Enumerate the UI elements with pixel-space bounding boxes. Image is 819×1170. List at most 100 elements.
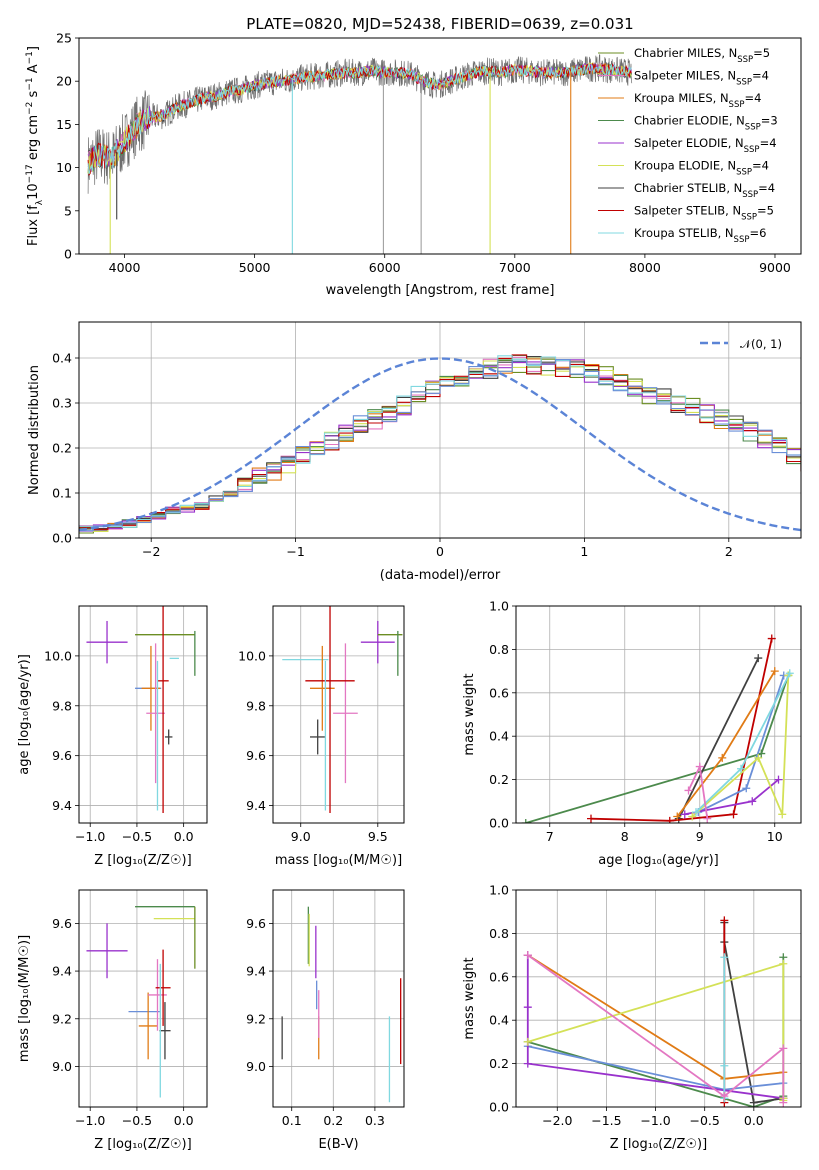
residuals-xlabel: (data-model)/error [380,568,501,583]
y-tick-label: 1.0 [489,883,509,898]
age_vs_mass-grid [273,606,404,823]
x-tick-label: 9 [696,829,704,844]
errorbar-point [159,1002,171,1060]
mass_vs_EBV-frame [272,889,405,1108]
weight_vs_Z-frame [515,889,802,1108]
x-tick-label: −1.0 [640,1113,670,1128]
errorbar-point [333,643,358,784]
weight-line [526,955,784,1100]
weight_vs_age-panel: 7 8 9 10 0.0 0.2 0.4 0.6 0.8 1.0 age [log₁₀(age/yr… [462,599,802,868]
y-tick-label: 0.0 [489,1100,509,1115]
weight-series [684,762,712,823]
weight-marker [680,810,689,819]
x-tick-label: −1 [286,544,304,559]
x-tick-label: −0.5 [122,1113,152,1128]
histogram-step [79,359,801,532]
weight_vs_age-frame [515,605,802,824]
weight_vs_Z-ylabel: mass weight [462,957,477,1039]
weight-marker [779,1044,788,1053]
y-tick-label: 0.4 [489,729,509,744]
weight-marker [774,775,783,784]
weight-series [587,634,776,823]
y-tick-label: 10 [56,160,72,175]
y-tick-label: 0.6 [489,685,509,700]
y-tick-label: 0.3 [52,396,72,411]
model-spectrum [87,63,632,174]
age_vs_mass-panel: 9.0 9.5 9.4 9.6 9.8 10.0 mass [log₁₀(M/M☉)] [238,605,405,868]
x-tick-label: 1 [580,544,588,559]
x-tick-label: −1.0 [75,1113,105,1128]
age_vs_mass-frame [272,605,405,824]
spectrum-lines [87,54,633,254]
weight-marker [587,814,595,823]
legend-label: Chabrier MILES, NSSP=5 [634,46,770,65]
mass_vs_EBV-xlabel: E(B-V) [318,1137,358,1152]
x-tick-label: 5000 [239,260,271,275]
legend-label: 𝒩(0, 1) [740,337,782,351]
weight-marker [523,1059,532,1068]
x-tick-label: −2.0 [542,1113,572,1128]
weight_vs_Z-ticks: −2.0 −1.5 −1.0 −0.5 0.0 0.0 0.2 0.4 0.6 0.8 1.0 [489,883,764,1129]
legend-label: Salpeter ELODIE, NSSP=4 [634,136,777,155]
y-tick-label: 1.0 [489,599,509,614]
y-tick-label: 0.8 [489,926,509,941]
x-tick-label: 7000 [499,260,531,275]
weight-marker [737,764,745,773]
x-tick-label: 7 [546,829,554,844]
legend-label: Kroupa STELIB, NSSP=6 [634,226,766,245]
histogram-step [79,359,801,532]
weight_vs_age-grid [516,605,801,824]
weight-line [697,675,785,813]
mass_vs_EBV-points [281,906,402,1103]
model-spectrum [87,62,632,176]
y-tick-label: 0.0 [52,531,72,546]
weight-line [527,954,785,1103]
weight-marker [695,762,704,771]
x-tick-label: 0.1 [282,1113,302,1128]
y-tick-label: 5 [64,203,72,218]
mass_vs_Z-ticks: −1.0 −0.5 0.0 9.0 9.2 9.4 9.6 [52,916,194,1128]
age_vs_Z-panel: −1.0 −0.5 0.0 9.4 9.6 9.8 10.0 Z [log₁₀(Z/Z☉)] a… [17,605,208,868]
histogram-step [79,356,801,530]
errorbar-point [309,645,335,731]
mass_vs_Z-ylabel: mass [log₁₀(M/M☉)] [17,935,32,1062]
weight_vs_age-xlabel: age [log₁₀(age/yr)] [598,853,719,868]
y-tick-label: 9.0 [52,1059,72,1074]
age_vs_Z-points [86,606,196,814]
x-tick-label: −2 [142,544,160,559]
age_vs_Z-ylabel: age [log₁₀(age/yr)] [17,654,32,775]
weight-marker [673,812,682,821]
weight-series [673,667,779,821]
y-tick-label: 9.8 [52,698,72,713]
weight-marker [754,654,763,663]
weight-marker [688,812,697,821]
residuals-panel: −2 −1 0 1 2 0.0 0.1 0.2 0.3 0.4 (data-model)/error… [27,321,802,583]
y-tick-label: 25 [56,31,72,46]
weight-marker [742,784,751,793]
y-tick-label: 0.6 [489,969,509,984]
y-tick-label: 0.2 [489,1056,509,1071]
mass_vs_EBV-panel: 0.1 0.2 0.3 9.0 9.2 9.4 9.6 E(B-V) [246,889,405,1152]
y-tick-label: 0.4 [52,351,72,366]
weight-marker [720,953,729,962]
weight-marker [665,816,674,823]
errorbar-point [157,606,169,814]
weight-line [695,672,791,813]
weight-marker [684,786,693,795]
age_vs_Z-xlabel: Z [log₁₀(Z/Z☉)] [94,853,191,868]
residuals-frame [78,321,802,539]
x-tick-label: −0.5 [690,1113,720,1128]
weight-marker [748,797,757,806]
age_vs_mass-xlabel: mass [log₁₀(M/M☉)] [275,853,402,868]
weight_vs_Z-lines [523,916,788,1107]
x-tick-label: 9.0 [291,829,311,844]
age_vs_Z-grid [79,606,207,823]
weight-marker [778,810,787,819]
y-tick-label: 9.6 [246,916,266,931]
x-tick-label: 0 [436,544,444,559]
mass_vs_Z-panel: −1.0 −0.5 0.0 9.0 9.2 9.4 9.6 Z [log₁₀(Z/Z☉)] ma… [17,889,208,1152]
weight-marker [720,916,729,925]
data-spectrum [87,54,633,194]
legend-label: Chabrier ELODIE, NSSP=3 [634,114,778,133]
y-tick-label: 9.4 [246,798,266,813]
